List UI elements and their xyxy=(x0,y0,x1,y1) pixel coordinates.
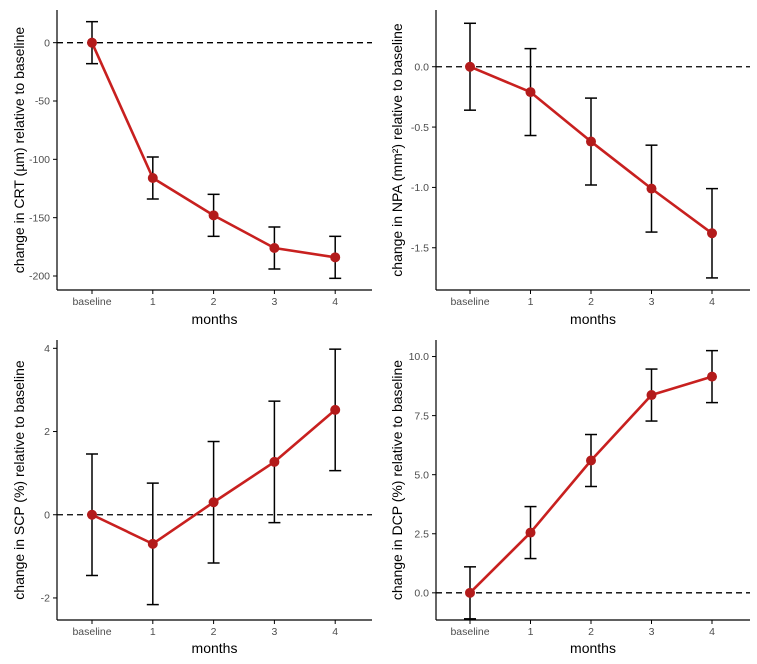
x-axis-title: months xyxy=(192,311,238,327)
y-tick-label: -200 xyxy=(29,271,50,283)
x-tick-label: 1 xyxy=(150,626,156,638)
data-point xyxy=(525,527,536,538)
x-tick-label: 1 xyxy=(528,626,534,638)
x-tick-label: baseline xyxy=(72,296,111,308)
x-tick-label: 4 xyxy=(709,296,715,308)
data-point xyxy=(208,210,219,221)
y-axis-title: change in SCP (%) relative to baseline xyxy=(11,360,27,600)
data-point xyxy=(646,390,657,401)
data-point xyxy=(147,173,158,183)
y-tick-label: 0 xyxy=(44,509,50,521)
y-tick-label: -50 xyxy=(35,96,50,108)
y-tick-label: 2 xyxy=(44,426,50,438)
x-tick-label: 1 xyxy=(150,296,156,308)
y-tick-label: -100 xyxy=(29,154,50,166)
y-tick-label: -1.0 xyxy=(411,182,429,194)
y-tick-label: -2 xyxy=(41,593,50,605)
y-tick-label: 2.5 xyxy=(414,528,429,540)
y-axis-title: change in NPA (mm²) relative to baseline xyxy=(389,23,405,277)
data-point xyxy=(646,183,657,194)
data-point xyxy=(525,87,536,98)
x-tick-label: 2 xyxy=(588,296,594,308)
x-tick-label: 3 xyxy=(649,296,655,308)
data-point xyxy=(586,136,596,147)
y-tick-label: 0 xyxy=(44,37,50,49)
data-point xyxy=(707,371,717,382)
x-tick-label: 2 xyxy=(211,626,217,638)
x-tick-label: 3 xyxy=(271,626,277,638)
y-axis-title: change in DCP (%) relative to baseline xyxy=(389,360,405,600)
data-point xyxy=(87,509,97,520)
y-tick-label: 5.0 xyxy=(414,469,429,481)
y-tick-label: 0.0 xyxy=(414,61,429,73)
data-point xyxy=(269,456,280,467)
y-tick-label: 0.0 xyxy=(414,588,429,600)
x-axis-title: months xyxy=(192,640,238,656)
x-tick-label: 4 xyxy=(709,626,715,638)
x-tick-label: 2 xyxy=(588,626,594,638)
data-point xyxy=(330,252,341,263)
x-tick-label: 2 xyxy=(211,296,217,308)
x-tick-label: 4 xyxy=(332,296,338,308)
y-tick-label: -1.5 xyxy=(411,242,429,254)
y-tick-label: 10.0 xyxy=(409,351,430,363)
data-point xyxy=(330,404,341,415)
data-point xyxy=(87,37,97,48)
x-tick-label: 1 xyxy=(528,296,534,308)
y-tick-label: 7.5 xyxy=(414,410,429,422)
data-point xyxy=(465,587,475,598)
y-tick-label: -0.5 xyxy=(411,122,429,134)
data-point xyxy=(465,61,475,72)
x-tick-label: 3 xyxy=(271,296,277,308)
data-point xyxy=(586,455,596,466)
x-tick-label: baseline xyxy=(450,296,489,308)
y-tick-label: 4 xyxy=(44,343,50,355)
data-point xyxy=(208,497,219,508)
x-axis-title: months xyxy=(570,311,616,327)
x-tick-label: baseline xyxy=(72,626,111,638)
x-axis-title: months xyxy=(570,640,616,656)
x-tick-label: baseline xyxy=(450,626,489,638)
y-tick-label: -150 xyxy=(29,212,50,224)
x-tick-label: 3 xyxy=(649,626,655,638)
data-point xyxy=(707,228,717,239)
data-point xyxy=(269,243,280,253)
y-axis-title: change in CRT (µm) relative to baseline xyxy=(11,27,27,274)
data-point xyxy=(147,538,158,549)
x-tick-label: 4 xyxy=(332,626,338,638)
